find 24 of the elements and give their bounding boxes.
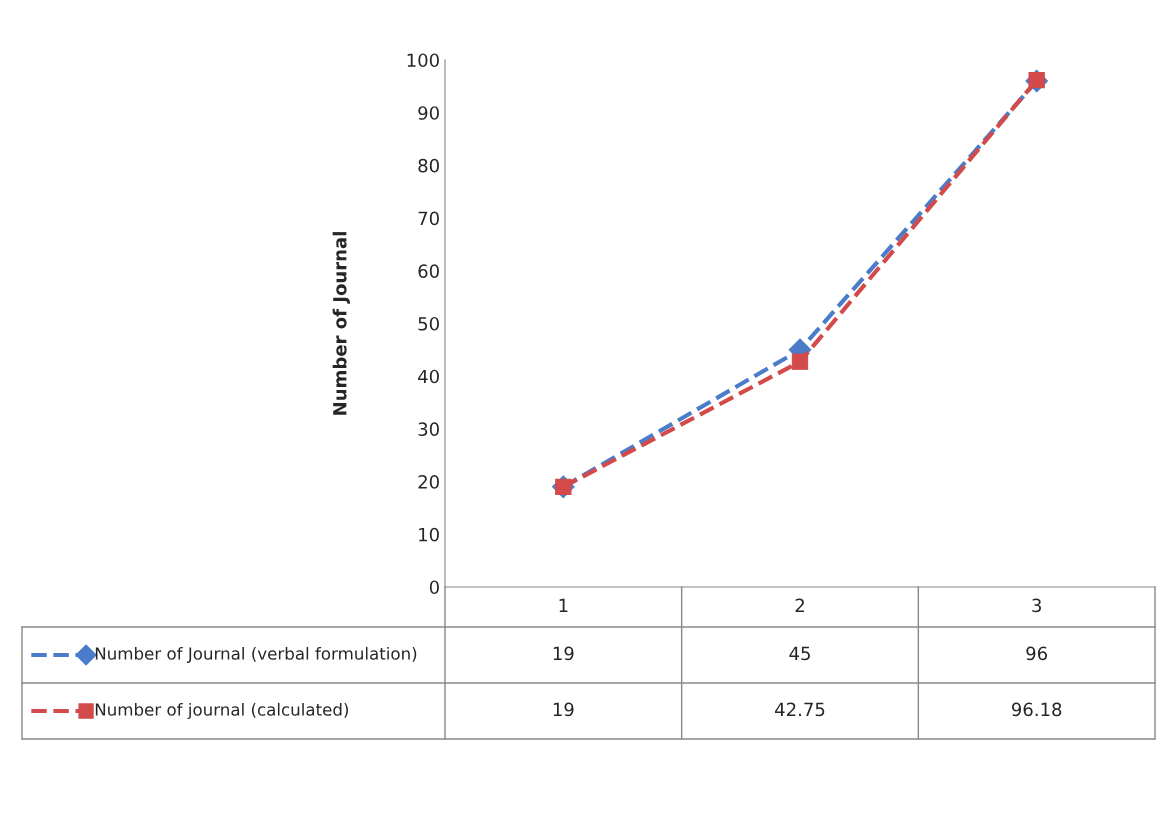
y-axis-title: Number of Journal [332, 232, 350, 415]
y-tick-label: 100 [407, 53, 439, 68]
y-tick-label: 60 [418, 264, 439, 278]
data-label: 19 [553, 646, 574, 661]
x-tick-label: 2 [795, 598, 804, 612]
y-tick-label: 80 [418, 158, 439, 173]
x-tick-label: 3 [1032, 598, 1041, 613]
y-tick-label: 30 [418, 422, 439, 437]
y-tick-label: 50 [418, 316, 439, 331]
legend-label: Number of journal (calculated) [95, 702, 349, 720]
data-label: 96.18 [1011, 702, 1062, 717]
x-tick-label: 1 [559, 598, 568, 612]
data-label: 42.75 [775, 702, 825, 717]
y-tick-label: 0 [429, 580, 439, 595]
data-label: 19 [553, 702, 574, 717]
data-label: 45 [789, 646, 810, 661]
y-tick-label: 20 [418, 475, 439, 489]
legend-label: Number of Journal (verbal formulation) [95, 646, 417, 663]
y-tick-label: 40 [418, 369, 439, 384]
data-label: 96 [1026, 646, 1048, 661]
y-tick-label: 10 [419, 527, 439, 542]
y-tick-label: 90 [418, 106, 439, 120]
point [791, 353, 809, 370]
y-tick-label: 70 [418, 211, 439, 226]
